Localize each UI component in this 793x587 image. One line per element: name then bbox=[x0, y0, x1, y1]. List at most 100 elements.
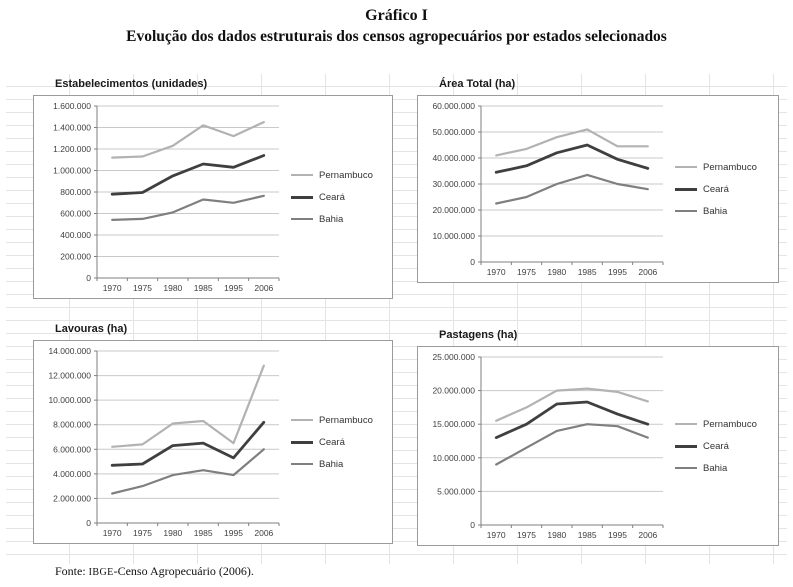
series-line-bahia bbox=[111, 448, 265, 495]
chart-panel-area-total: Área Total (ha) 0 10.000.000 20.000.000 30.… bbox=[417, 78, 779, 283]
y-tick-label: 30.000.000 bbox=[432, 179, 475, 189]
chart-legend: Pernambuco Ceará Bahia bbox=[671, 348, 777, 544]
y-tick-label: 10.000.000 bbox=[432, 453, 475, 463]
line-chart-lavouras: 0 2.000.000 4.000.000 6.000.000 8.000.000 10.… bbox=[48, 346, 280, 538]
x-tick-label: 2006 bbox=[638, 530, 657, 540]
series-line-bahia bbox=[495, 173, 649, 205]
y-tick-label: 50.000.000 bbox=[432, 127, 475, 137]
y-tick-label: 40.000.000 bbox=[432, 153, 475, 163]
legend-item-pernambuco: Pernambuco bbox=[675, 162, 777, 173]
y-tick-label: 20.000.000 bbox=[432, 386, 475, 396]
y-tick-label: 10.000.000 bbox=[48, 395, 91, 405]
x-tick-label: 1980 bbox=[163, 528, 182, 538]
y-tick-label: 400.000 bbox=[60, 230, 91, 240]
x-tick-label: 1995 bbox=[224, 528, 243, 538]
x-tick-label: 1985 bbox=[194, 528, 213, 538]
legend-label: Pernambuco bbox=[319, 414, 373, 426]
series-line-pernambuco bbox=[111, 121, 265, 159]
chart-panel-pastagens: Pastagens (ha) 0 5.000.000 10.000.000 15.00… bbox=[417, 329, 779, 546]
y-tick-label: 800.000 bbox=[60, 187, 91, 197]
series-line-ceara bbox=[110, 154, 266, 196]
chart-frame: 0 200.000 400.000 600.000 800.000 1.000.000 1.… bbox=[33, 95, 393, 299]
y-tick-label: 0 bbox=[86, 518, 91, 528]
source-prefix: Fonte: bbox=[55, 564, 89, 578]
x-tick-label: 2006 bbox=[254, 283, 273, 293]
series-line-pernambuco bbox=[495, 387, 649, 422]
source-rest: -Censo Agropecuário (2006). bbox=[113, 564, 254, 578]
y-tick-label: 8.000.000 bbox=[53, 420, 91, 430]
line-chart-area-total: 0 10.000.000 20.000.000 30.000.000 40.000.00… bbox=[432, 101, 664, 277]
x-tick-label: 1985 bbox=[578, 267, 597, 277]
legend-item-ceara: Ceará bbox=[291, 437, 391, 448]
x-tick-label: 1975 bbox=[517, 530, 536, 540]
legend-label: Ceará bbox=[319, 436, 345, 448]
y-tick-label: 0 bbox=[470, 257, 475, 267]
x-tick-label: 1970 bbox=[103, 283, 122, 293]
x-tick-label: 2006 bbox=[254, 528, 273, 538]
legend-label: Pernambuco bbox=[703, 161, 757, 173]
y-tick-label: 2.000.000 bbox=[53, 493, 91, 503]
line-chart-estabelecimentos: 0 200.000 400.000 600.000 800.000 1.000.000 1.… bbox=[53, 101, 280, 293]
y-tick-label: 1.000.000 bbox=[53, 166, 91, 176]
legend-line-swatch bbox=[291, 174, 313, 176]
y-tick-label: 0 bbox=[470, 520, 475, 530]
y-tick-label: 1.600.000 bbox=[53, 101, 91, 111]
chart-legend: Pernambuco Ceará Bahia bbox=[287, 97, 391, 297]
x-tick-label: 1985 bbox=[578, 530, 597, 540]
series-line-bahia bbox=[495, 423, 649, 466]
legend-label: Bahia bbox=[319, 458, 344, 470]
spreadsheet-grid-area: Estabelecimentos (unidades) 0 200.000 400.… bbox=[6, 74, 787, 564]
legend-label: Bahia bbox=[703, 462, 728, 474]
y-tick-label: 12.000.000 bbox=[48, 371, 91, 381]
x-tick-label: 1970 bbox=[103, 528, 122, 538]
legend-item-bahia: Bahia bbox=[291, 459, 391, 470]
legend-line-swatch bbox=[291, 419, 313, 421]
line-chart-pastagens: 0 5.000.000 10.000.000 15.000.000 20.000.000… bbox=[432, 352, 664, 540]
legend-label: Ceará bbox=[319, 191, 345, 203]
y-tick-label: 25.000.000 bbox=[432, 352, 475, 362]
x-tick-label: 1970 bbox=[487, 530, 506, 540]
series-line-ceara bbox=[494, 143, 650, 174]
chart-legend: Pernambuco Ceará Bahia bbox=[287, 342, 391, 542]
x-tick-label: 1980 bbox=[163, 283, 182, 293]
y-tick-label: 60.000.000 bbox=[432, 101, 475, 111]
chart-title: Pastagens (ha) bbox=[439, 329, 518, 341]
x-tick-label: 1975 bbox=[517, 267, 536, 277]
legend-line-swatch bbox=[675, 444, 697, 448]
legend-line-swatch bbox=[675, 166, 697, 168]
y-tick-label: 1.400.000 bbox=[53, 123, 91, 133]
chart-frame: 0 5.000.000 10.000.000 15.000.000 20.000.000… bbox=[417, 346, 779, 546]
x-tick-label: 1980 bbox=[547, 267, 566, 277]
y-tick-label: 10.000.000 bbox=[432, 231, 475, 241]
chart-frame: 0 10.000.000 20.000.000 30.000.000 40.000.00… bbox=[417, 95, 779, 283]
series-line-ceara bbox=[494, 400, 650, 439]
x-tick-label: 1975 bbox=[133, 528, 152, 538]
chart-title: Estabelecimentos (unidades) bbox=[55, 78, 208, 90]
series-line-bahia bbox=[111, 194, 265, 222]
legend-item-bahia: Bahia bbox=[675, 206, 777, 217]
x-tick-label: 1995 bbox=[608, 267, 627, 277]
x-tick-label: 2006 bbox=[638, 267, 657, 277]
figure-number: Gráfico I bbox=[365, 7, 428, 24]
y-tick-label: 1.200.000 bbox=[53, 144, 91, 154]
y-tick-label: 20.000.000 bbox=[432, 205, 475, 215]
figure-title: Evolução dos dados estruturais dos censo… bbox=[126, 28, 667, 45]
legend-item-ceara: Ceará bbox=[675, 441, 777, 452]
x-tick-label: 1995 bbox=[224, 283, 243, 293]
legend-label: Ceará bbox=[703, 440, 729, 452]
legend-line-swatch bbox=[291, 195, 313, 199]
source-org: IBGE bbox=[88, 567, 114, 578]
legend-item-ceara: Ceará bbox=[675, 184, 777, 195]
series-line-ceara bbox=[110, 420, 266, 467]
legend-item-bahia: Bahia bbox=[675, 463, 777, 474]
legend-line-swatch bbox=[675, 187, 697, 191]
legend-label: Pernambuco bbox=[703, 418, 757, 430]
legend-item-pernambuco: Pernambuco bbox=[675, 419, 777, 430]
legend-line-swatch bbox=[675, 423, 697, 425]
y-tick-label: 200.000 bbox=[60, 252, 91, 262]
y-tick-label: 6.000.000 bbox=[53, 444, 91, 454]
chart-panel-lavouras: Lavouras (ha) 0 2.000.000 4.000.000 6.000.0… bbox=[33, 323, 393, 544]
chart-legend: Pernambuco Ceará Bahia bbox=[671, 97, 777, 281]
x-tick-label: 1980 bbox=[547, 530, 566, 540]
legend-line-swatch bbox=[291, 218, 313, 220]
